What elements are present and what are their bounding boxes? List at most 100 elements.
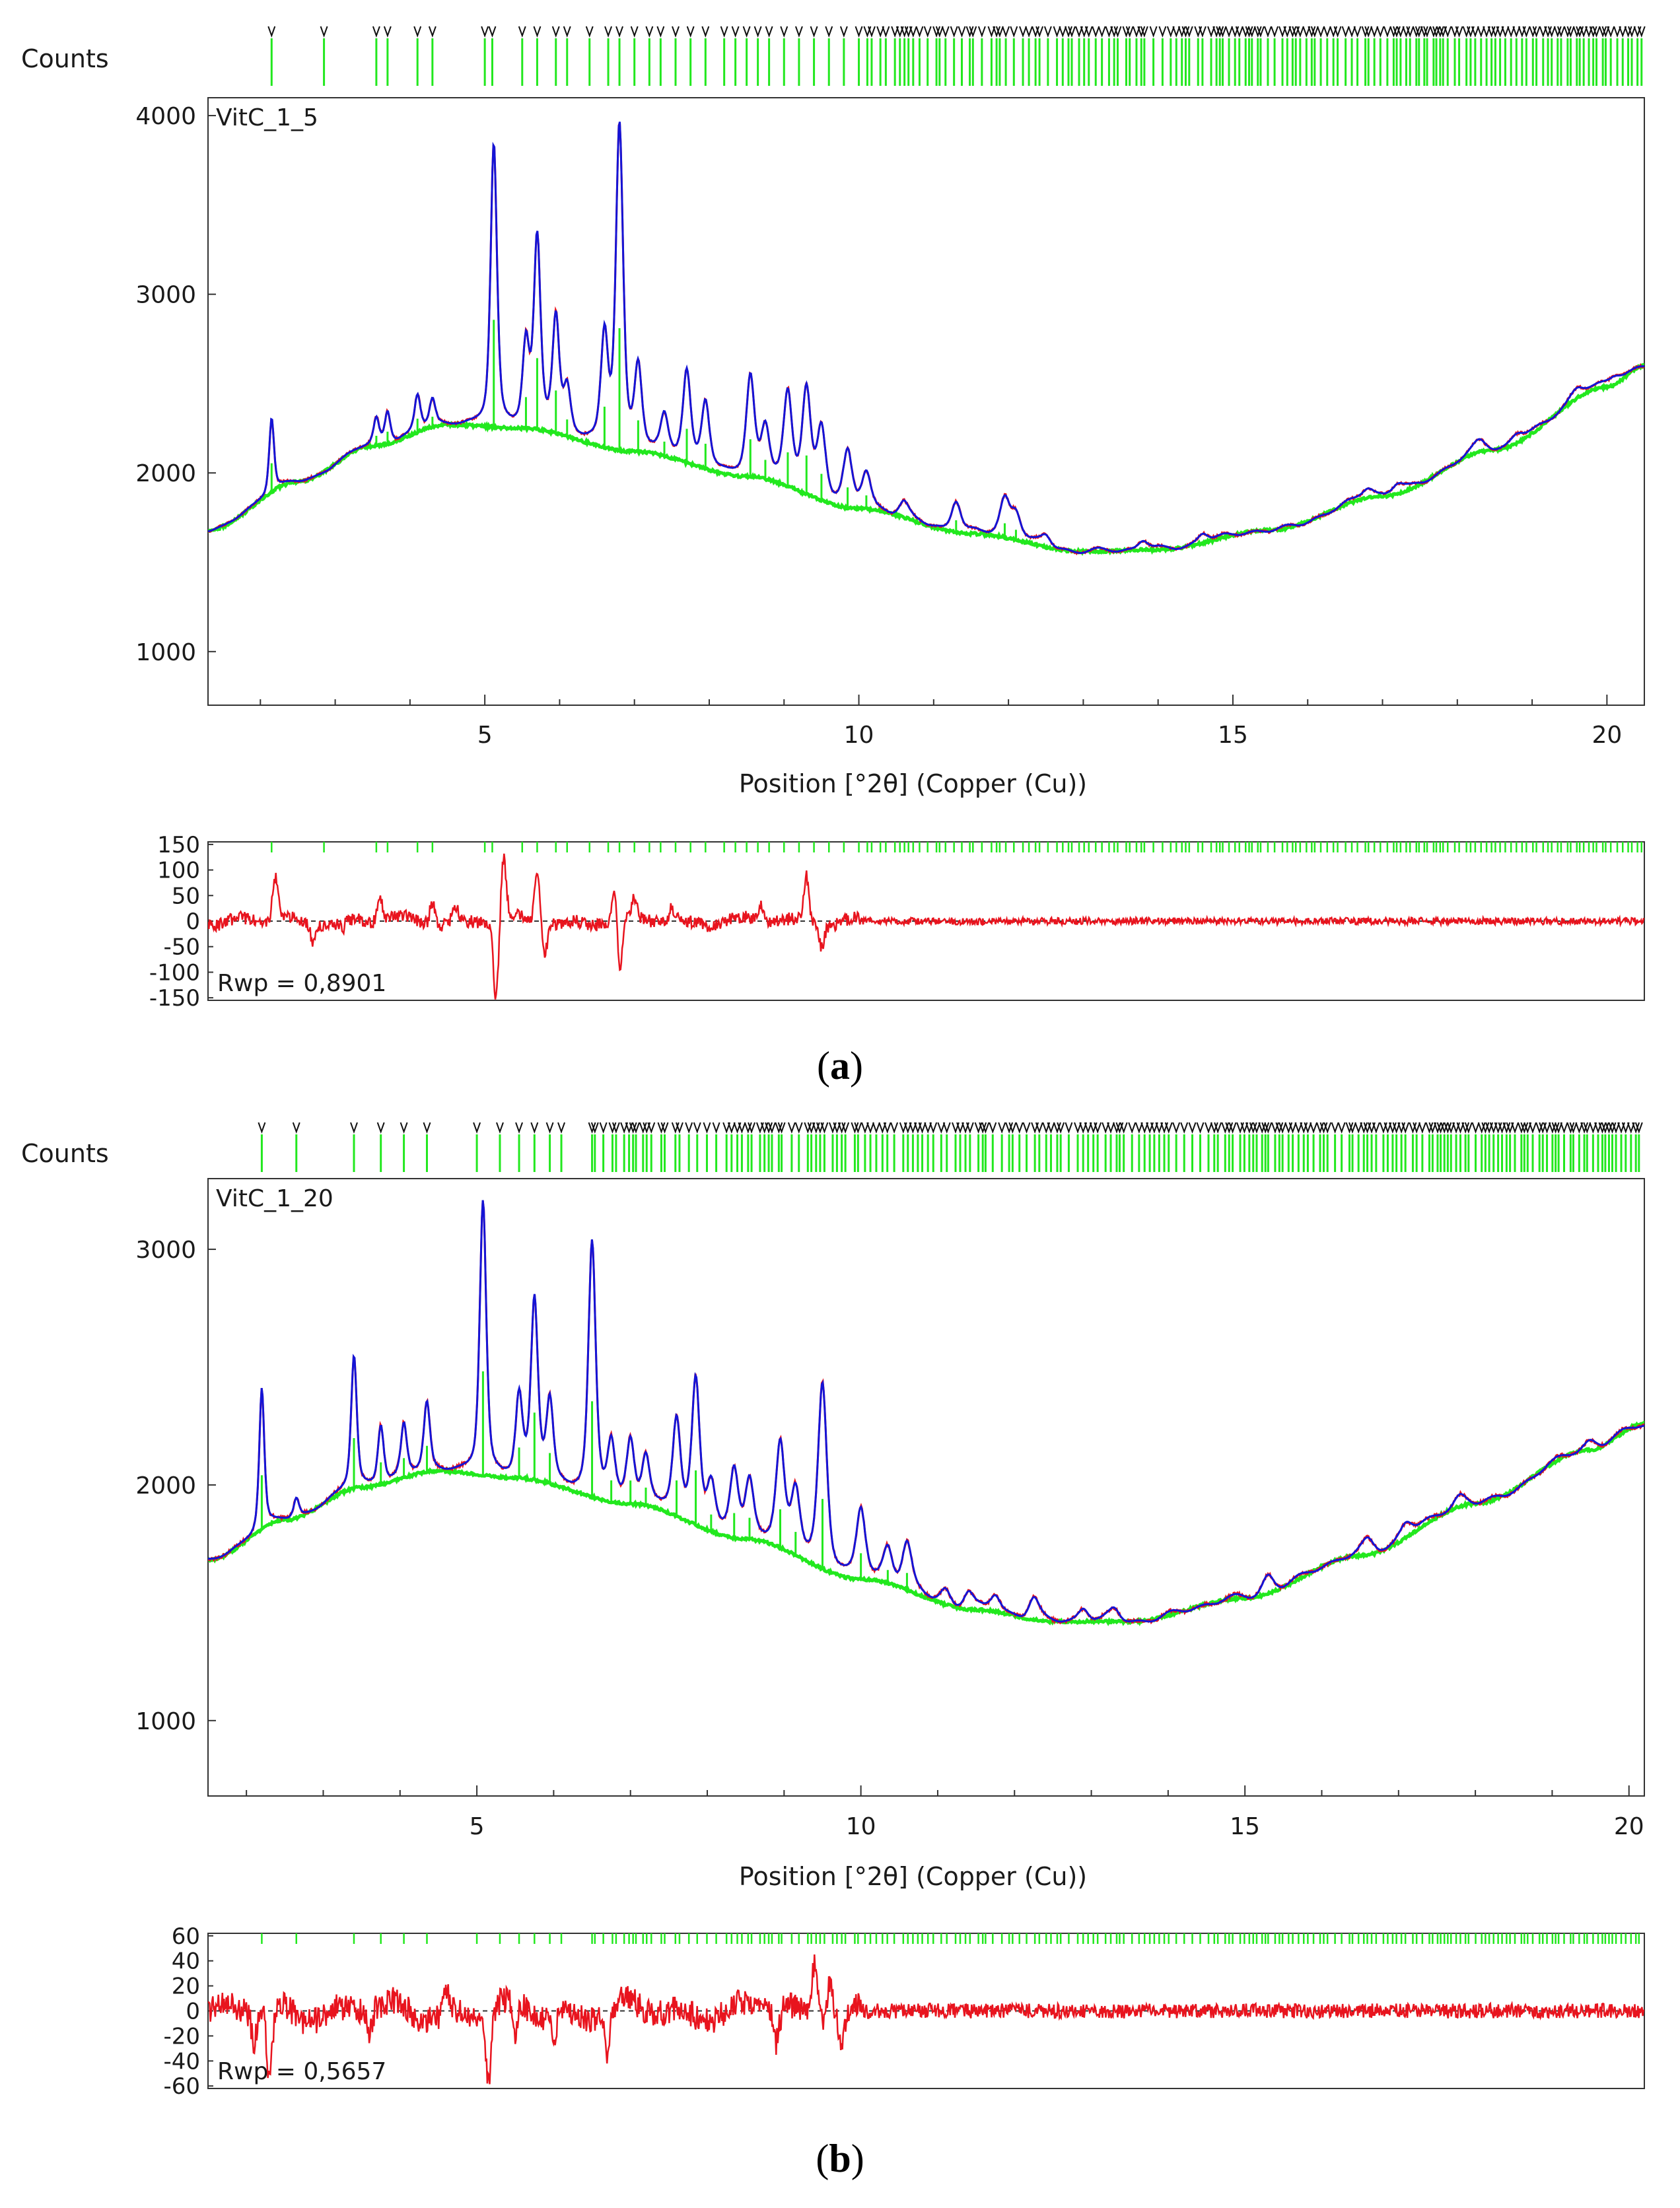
peak-marker [841, 1122, 850, 1134]
peak-marker [1512, 26, 1521, 38]
peak-marker [932, 26, 941, 38]
curves-a [208, 121, 1644, 556]
peak-marker [1005, 1122, 1014, 1134]
peak-marker [1015, 1122, 1024, 1134]
residual-y-tick-label: 100 [157, 858, 200, 884]
peak-marker [1348, 1122, 1356, 1134]
x-axis-title-a: Position [°2θ] (Copper (Cu)) [739, 769, 1087, 798]
peak-marker [1455, 26, 1463, 38]
peak-marker [1035, 26, 1044, 38]
peak-marker [1125, 26, 1134, 38]
peak-marker [1084, 26, 1093, 38]
peak-marker [765, 1122, 773, 1134]
peak-marker [1583, 1122, 1592, 1134]
peak-marker [1245, 26, 1253, 38]
residual-y-tick-label: -40 [163, 2048, 200, 2075]
x-tick-label: 15 [1230, 1813, 1260, 1840]
peak-marker [1532, 26, 1541, 38]
peak-marker [775, 1122, 783, 1134]
peak-marker [1423, 26, 1431, 38]
peak-marker [1002, 26, 1010, 38]
peak-marker [1557, 26, 1565, 38]
peak-marker [1128, 1122, 1137, 1134]
peak-marker [557, 1122, 565, 1134]
y-tick-label: 3000 [135, 1237, 196, 1264]
peak-marker [1548, 1122, 1557, 1134]
peak-marker [777, 1122, 786, 1134]
peak-marker [1047, 1122, 1055, 1134]
residual-y-tick-label: -50 [163, 934, 200, 961]
peak-marker [979, 1122, 987, 1134]
peak-marker [1065, 1122, 1073, 1134]
peak-marker [1461, 1122, 1470, 1134]
peak-marker [720, 26, 728, 38]
peak-marker [1566, 1122, 1575, 1134]
peak-marker [1181, 26, 1190, 38]
peak-marker [820, 1122, 829, 1134]
residual-reflection-ticks [271, 842, 1643, 852]
residual-y-tick-label: 20 [172, 1974, 200, 2000]
peak-marker [1119, 1122, 1128, 1134]
peak-marker [676, 1122, 683, 1134]
rwp-label-b: Rwp = 0,5657 [217, 2058, 386, 2085]
peak-marker [590, 1122, 599, 1134]
peak-marker [998, 1122, 1006, 1134]
peak-marker [738, 1122, 746, 1134]
peak-marker [929, 1122, 938, 1134]
x-tick-label: 10 [846, 1813, 876, 1840]
peak-marker [1253, 1122, 1261, 1134]
peak-marker [1401, 1122, 1410, 1134]
peak-marker [804, 1122, 812, 1134]
peak-marker [1094, 1122, 1102, 1134]
peak-marker [1065, 26, 1072, 38]
peak-marker [1341, 26, 1350, 38]
peak-marker [748, 1122, 756, 1134]
peak-marker [956, 1122, 964, 1134]
calculated-pattern [208, 121, 1644, 554]
peak-marker [588, 1122, 596, 1134]
peak-marker [1612, 1122, 1621, 1134]
peak-marker [1353, 26, 1362, 38]
x-tick-label: 20 [1614, 1813, 1644, 1840]
peak-marker [515, 1122, 523, 1134]
peak-marker [1261, 1122, 1270, 1134]
peak-marker [1068, 26, 1076, 38]
caption-panel-b: (b) [816, 2137, 864, 2180]
peak-marker [267, 26, 276, 38]
peak-marker [656, 26, 665, 38]
peak-marker [1140, 1122, 1149, 1134]
peak-marker [292, 1122, 300, 1134]
residual-y-tick-label: 40 [172, 1949, 200, 1975]
residual-y-tick-label: -150 [149, 985, 200, 1012]
peak-marker [883, 1122, 892, 1134]
peak-marker [1105, 26, 1113, 38]
peak-marker [1624, 26, 1632, 38]
peak-marker [1149, 26, 1158, 38]
peak-marker [1172, 26, 1181, 38]
peak-marker [632, 1122, 640, 1134]
residual-y-tick-label: 50 [172, 883, 200, 909]
peak-marker [545, 1122, 554, 1134]
peak-marker [1543, 1122, 1551, 1134]
peak-marker [1412, 26, 1420, 38]
peak-marker [1477, 26, 1485, 38]
peak-marker [1589, 26, 1597, 38]
peak-marker [1242, 26, 1250, 38]
peak-marker [1283, 26, 1292, 38]
peak-marker [1345, 1122, 1354, 1134]
peak-marker [1376, 26, 1385, 38]
peak-marker [1364, 26, 1373, 38]
peak-marker [1354, 1122, 1363, 1134]
peak-marker [630, 26, 639, 38]
peak-marker [1249, 1122, 1257, 1134]
residual-y-tick-label: 0 [186, 909, 200, 935]
peak-marker [872, 1122, 880, 1134]
peak-marker [1218, 26, 1227, 38]
peak-marker [882, 26, 890, 38]
y-tick-label: 4000 [135, 103, 196, 130]
peak-marker [686, 26, 695, 38]
peak-marker [918, 1122, 927, 1134]
peak-marker [1043, 26, 1052, 38]
peak-marker [615, 26, 623, 38]
